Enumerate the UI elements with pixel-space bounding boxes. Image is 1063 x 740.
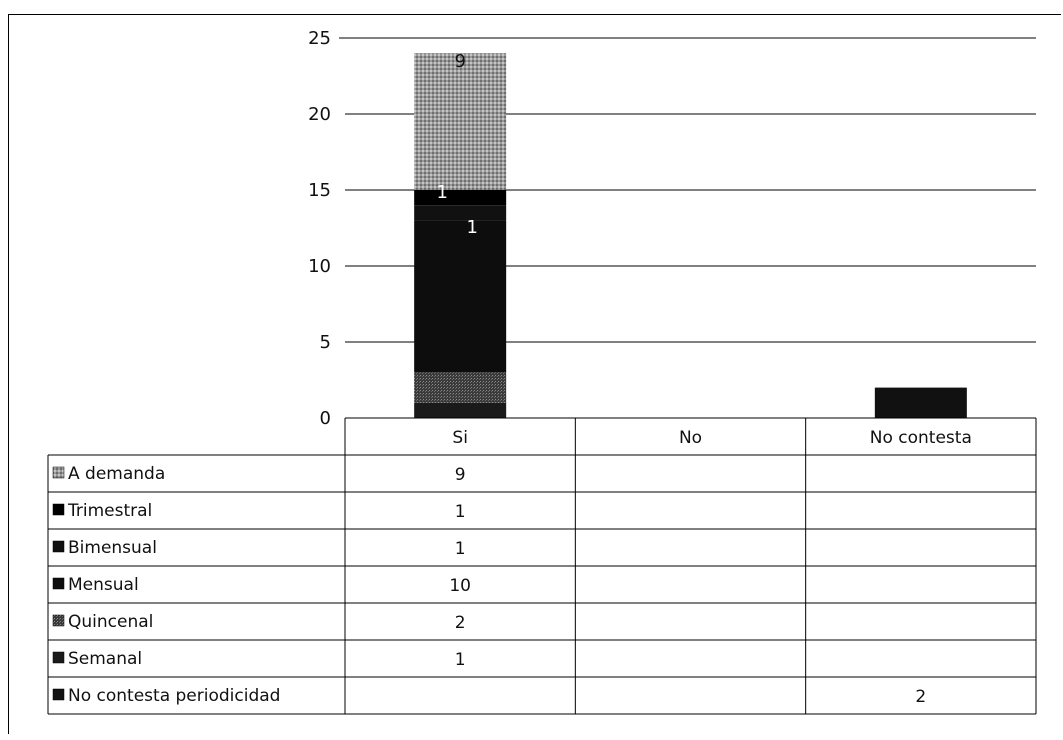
bar-no-contesta-periodicidad-no-contesta [874, 387, 967, 418]
y-tick-label: 5 [320, 332, 331, 353]
bar-trimestral-si [414, 190, 507, 206]
y-tick-label: 10 [308, 256, 331, 277]
bar-mensual-si [414, 220, 507, 373]
x-category-label: Si [452, 428, 468, 448]
data-table: Si No No contesta A demanda 9 Trimestral 1 Bime… [47, 417, 1037, 715]
table-cell: 10 [449, 576, 471, 596]
legend-swatch-no-contesta-periodicidad [52, 688, 65, 701]
bar-a-demanda-si [414, 53, 507, 191]
bar-bimensual-si [414, 205, 507, 221]
table-cell: 2 [915, 687, 926, 707]
legend-label: Mensual [68, 575, 139, 595]
legend-label: A demanda [68, 464, 165, 484]
table-cell: 9 [455, 465, 466, 485]
y-tick-label: 25 [308, 28, 331, 49]
table-cell: 2 [455, 613, 466, 633]
legend-swatch-quincenal [52, 614, 65, 627]
x-category-label: No contesta [870, 428, 972, 448]
table-cell: 1 [455, 650, 466, 670]
legend-label: Bimensual [68, 538, 157, 558]
y-tick-label: 15 [308, 180, 331, 201]
legend-swatch-mensual [52, 577, 65, 590]
bar-quincenal-si [414, 372, 507, 403]
bar-semanal-si [414, 402, 507, 418]
legend-swatch-a-demanda [52, 466, 65, 479]
data-label: 1 [436, 182, 447, 203]
bars [414, 53, 967, 418]
legend-label: No contesta periodicidad [68, 686, 280, 706]
legend-label: Quincenal [68, 612, 153, 632]
data-labels: 9 11 [436, 51, 477, 238]
legend-label: Semanal [68, 649, 142, 669]
chart-frame [8, 14, 1061, 734]
table-cell: 1 [455, 539, 466, 559]
table-cell: 1 [455, 502, 466, 522]
x-category-label: No [679, 428, 702, 448]
data-label: 9 [454, 51, 465, 72]
data-label: 1 [466, 217, 477, 238]
y-tick-label: 20 [308, 104, 331, 125]
legend-swatch-trimestral [52, 503, 65, 516]
legend-label: Trimestral [67, 501, 152, 521]
y-axis: 0 5 10 15 20 25 [308, 28, 345, 429]
legend-swatch-bimensual [52, 540, 65, 553]
y-tick-label: 0 [320, 408, 331, 429]
legend-swatch-semanal [52, 651, 65, 664]
